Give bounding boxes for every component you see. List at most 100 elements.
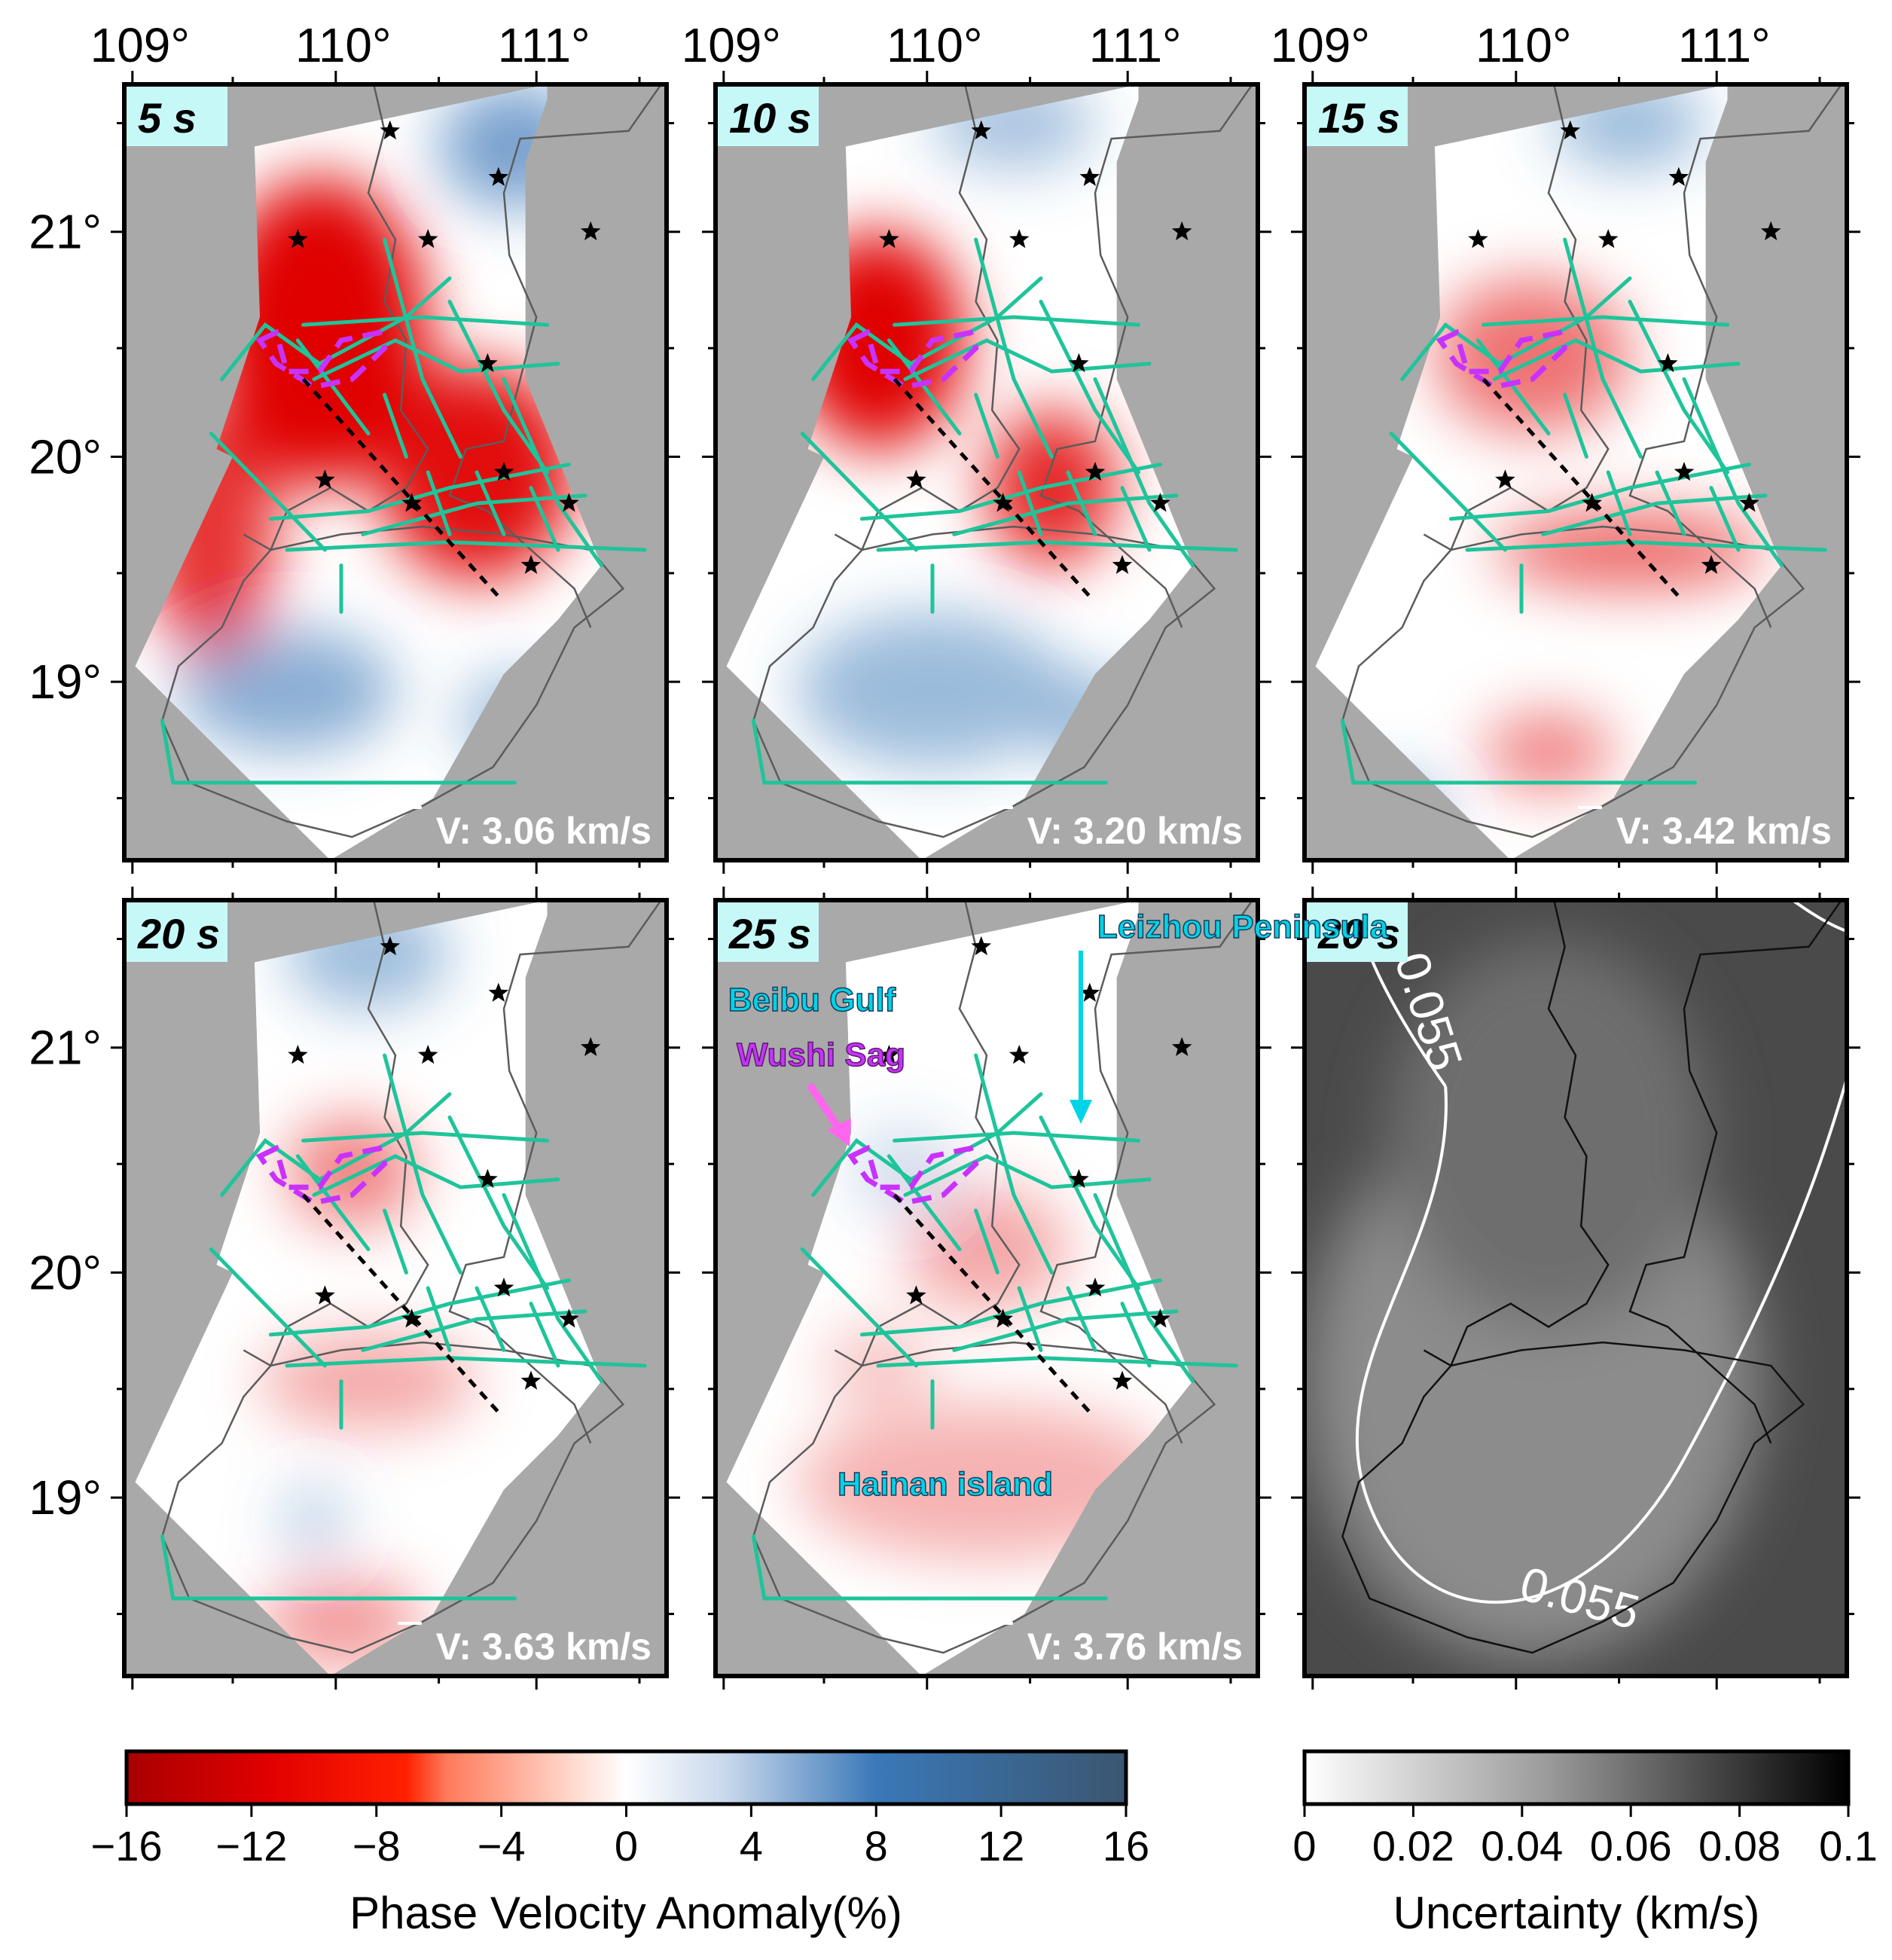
- lon-tick-label: 110°: [1475, 18, 1572, 72]
- panel-frame: [122, 898, 669, 1678]
- station-star: [1085, 462, 1106, 481]
- station-star: [1468, 229, 1488, 249]
- station-star: [488, 982, 509, 1002]
- fault-line: [1475, 338, 1551, 435]
- coastline-hainan: [161, 1341, 625, 1654]
- fault-line: [1017, 1286, 1043, 1352]
- wushi-sag-outline: [847, 1144, 979, 1206]
- colorbar-tick-label: 0.1: [1819, 1822, 1878, 1870]
- period-label-box: [1306, 86, 1408, 146]
- anomaly-field: [726, 900, 1193, 1676]
- fault-line: [502, 377, 604, 568]
- fault-line: [751, 1534, 1108, 1601]
- station-star: [906, 1285, 926, 1305]
- panel-frame: [122, 82, 669, 862]
- station-star: [1079, 982, 1100, 1002]
- fault-line: [952, 1309, 1179, 1352]
- station-star: [1079, 166, 1100, 186]
- period-label-box: [126, 86, 227, 146]
- colorbar-tick-label: −4: [478, 1822, 526, 1870]
- wushi-sag-outline: [255, 328, 388, 390]
- fault-line: [383, 237, 462, 459]
- wushi-sag-outline: [847, 328, 979, 390]
- fault-line: [1492, 338, 1741, 381]
- uncertainty-mid-zone: [1386, 939, 1711, 1327]
- period-label-box: [717, 86, 819, 146]
- fault-line: [1093, 377, 1195, 568]
- anomaly-colorbar-title: Phase Velocity Anomaly(%): [349, 1888, 902, 1938]
- anomaly-colorbar: −16 −12 −8 −4 0 4 8 12 16 Phase Velocity Anomaly…: [91, 1749, 1149, 1938]
- fault-line: [1628, 299, 1730, 475]
- colorbar-tick-label: 0.08: [1698, 1822, 1781, 1870]
- station-star: [580, 221, 601, 240]
- fault-line: [903, 338, 1152, 381]
- colorbar-tick-label: −16: [91, 1822, 163, 1870]
- frame-ticks: [111, 887, 680, 1690]
- leizhou-peninsula-label: Leizhou Peninsula: [1097, 908, 1389, 945]
- frame-ticks: [702, 71, 1271, 874]
- fault-line: [886, 338, 962, 435]
- fault-line: [426, 470, 452, 536]
- fault-line: [800, 432, 918, 552]
- wushi-sag-outline: [1436, 328, 1568, 390]
- faults: [751, 1053, 1238, 1601]
- station-star: [1009, 229, 1030, 249]
- stations: [288, 120, 601, 574]
- lat-tick-label: 21°: [29, 205, 102, 259]
- fault-line: [811, 1092, 1043, 1197]
- station-star: [1560, 120, 1581, 140]
- map-panels: 5 s V: 3.06 km/s 10 s V: 3.20 km/s 15 s V: 3.…: [111, 71, 1860, 1690]
- faults: [1340, 237, 1827, 785]
- fault-line: [209, 1247, 327, 1368]
- fault-line: [1120, 1302, 1152, 1368]
- station-star: [493, 1278, 514, 1297]
- lon-tick-label: 111°: [1678, 18, 1771, 72]
- beibu-gulf-label: Beibu Gulf: [728, 982, 896, 1018]
- coastline-hainan: [752, 525, 1216, 838]
- stations: [879, 936, 1192, 1390]
- fault-line: [301, 315, 550, 327]
- station-star: [1674, 462, 1695, 481]
- anomaly-blob: [179, 627, 395, 752]
- station-star: [493, 462, 514, 481]
- period-label: 25 s: [728, 910, 811, 957]
- fault-line: [974, 237, 1054, 459]
- panel-frame: [1302, 82, 1849, 862]
- fault-line: [447, 1115, 550, 1290]
- fault-line: [859, 463, 1162, 521]
- fault-line: [220, 1092, 452, 1197]
- axis-tick-labels: 109° 110° 111° 109° 110° 111° 109° 110° 111° 21° 2…: [29, 18, 1770, 1525]
- station-star: [288, 229, 308, 249]
- station-star: [1150, 1308, 1170, 1328]
- station-star: [993, 1308, 1013, 1328]
- fault-line: [1066, 470, 1097, 536]
- fault-line: [1093, 1192, 1195, 1384]
- lon-tick-label: 110°: [886, 18, 983, 72]
- station-star: [559, 1308, 579, 1328]
- lon-tick-label: 110°: [295, 18, 392, 72]
- station-star: [520, 554, 542, 574]
- station-star: [1495, 469, 1515, 489]
- period-label: 10 s: [729, 94, 811, 142]
- fault-line: [361, 1309, 587, 1352]
- anomaly-colorbar-gradient: [124, 1749, 1128, 1806]
- colorbar-tick-label: 0: [615, 1822, 638, 1870]
- wushi-arrow: [806, 1082, 844, 1132]
- fault-line: [475, 470, 506, 536]
- coastline-west: [243, 84, 429, 551]
- period-label-box: [1306, 902, 1408, 962]
- lat-tick-label: 21°: [29, 1021, 102, 1075]
- lon-tick-label: 111°: [1089, 18, 1182, 72]
- map-panel-p10: 10 s V: 3.20 km/s: [702, 71, 1271, 874]
- anomaly-blob: [797, 612, 1068, 768]
- fault-line: [974, 392, 999, 459]
- fault-line: [312, 1154, 560, 1197]
- fault-line: [383, 1208, 408, 1275]
- station-star: [580, 1036, 601, 1056]
- colorbar-tick-label: −12: [215, 1822, 287, 1870]
- coastline-west: [1423, 84, 1610, 551]
- fault-line: [1709, 486, 1741, 552]
- fault-line: [361, 493, 587, 536]
- station-star: [1112, 1370, 1133, 1390]
